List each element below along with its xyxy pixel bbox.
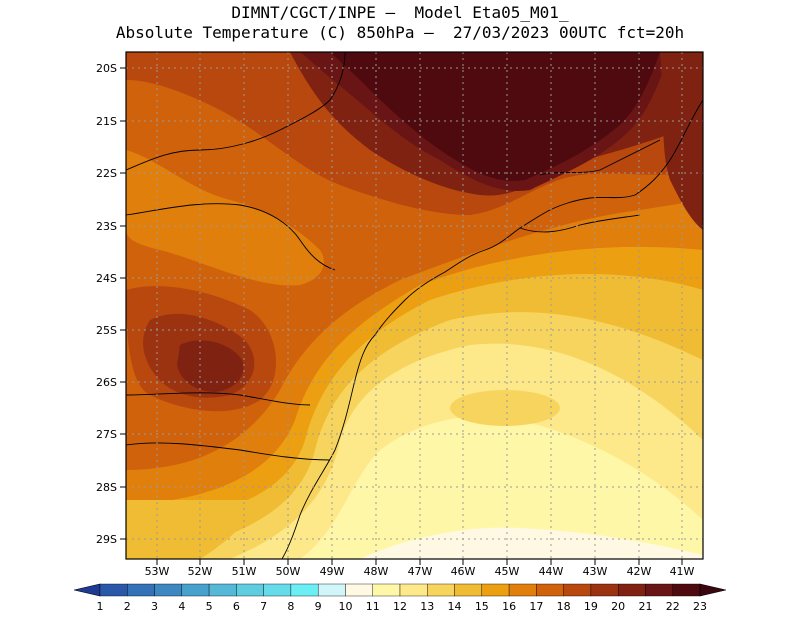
colorbar-swatch	[536, 583, 564, 597]
colorbar-swatch	[345, 583, 373, 597]
chart-title-line1: DIMNT/CGCT/INPE – Model Eta05_M01_	[231, 3, 569, 22]
colorbar-label: 13	[420, 600, 434, 613]
colorbar-swatch	[290, 583, 319, 597]
lat-label: 24S	[96, 272, 117, 285]
colorbar-swatch	[263, 583, 292, 597]
colorbar-swatch	[181, 583, 210, 597]
lat-label: 21S	[96, 115, 117, 128]
lon-label: 51W	[232, 565, 257, 578]
colorbar-swatch	[99, 583, 128, 597]
lon-label: 45W	[495, 565, 520, 578]
colorbar-label: 4	[178, 600, 185, 613]
colorbar-label: 18	[557, 600, 571, 613]
lat-label: 23S	[96, 220, 117, 233]
colorbar-swatch	[236, 583, 264, 597]
colorbar-swatch	[208, 583, 237, 597]
colorbar-swatch	[427, 583, 455, 597]
graticule	[126, 52, 703, 559]
chart-title-line2: Absolute Temperature (C) 850hPa – 27/03/…	[115, 23, 685, 42]
colorbar-swatch	[127, 583, 155, 597]
lat-label: 22S	[96, 167, 117, 180]
lon-label: 50W	[276, 565, 301, 578]
lat-label: 26S	[96, 376, 117, 389]
colorbar-swatch	[617, 583, 646, 597]
colorbar-swatch	[399, 583, 428, 597]
lon-label: 53W	[145, 565, 170, 578]
colorbar-label: 7	[260, 600, 267, 613]
lon-label: 48W	[364, 565, 389, 578]
lon-label: 44W	[539, 565, 564, 578]
colorbar-swatch	[481, 583, 510, 597]
colorbar-label: 16	[502, 600, 516, 613]
map-frame	[125, 51, 704, 560]
colorbar-label: 9	[315, 600, 322, 613]
colorbar-label: 6	[233, 600, 240, 613]
colorbar-swatch	[154, 583, 183, 597]
colorbar-swatch	[317, 583, 346, 597]
axis-ticks	[120, 67, 683, 565]
colorbar-arrow-high	[699, 583, 727, 597]
longitude-labels: 53W 52W 51W 50W 49W 48W 47W 46W 45W 44W …	[145, 565, 695, 578]
colorbar-label: 19	[584, 600, 598, 613]
lat-label: 28S	[96, 481, 117, 494]
lon-label: 42W	[627, 565, 652, 578]
lon-label: 52W	[188, 565, 213, 578]
lat-label: 27S	[96, 428, 117, 441]
lat-label: 29S	[96, 533, 117, 546]
lat-label: 20S	[96, 62, 117, 75]
colorbar-swatch	[590, 583, 619, 597]
colorbar-label: 11	[366, 600, 380, 613]
colorbar-swatch	[508, 583, 537, 597]
colorbar-label: 8	[287, 600, 294, 613]
colorbar-swatch	[454, 583, 483, 597]
lat-label: 25S	[96, 324, 117, 337]
colorbar-label: 1	[97, 600, 104, 613]
temperature-field	[126, 52, 703, 559]
colorbar-label: 17	[529, 600, 543, 613]
colorbar-arrow-low	[73, 583, 101, 597]
colorbar-swatch	[645, 583, 673, 597]
lon-label: 49W	[320, 565, 345, 578]
colorbar-label: 5	[206, 600, 213, 613]
colorbar-label: 22	[666, 600, 680, 613]
colorbar-label: 20	[611, 600, 625, 613]
lon-label: 41W	[670, 565, 695, 578]
colorbar-swatch	[672, 583, 701, 597]
latitude-labels: 20S 21S 22S 23S 24S 25S 26S 27S 28S 29S	[96, 62, 117, 546]
lon-label: 43W	[583, 565, 608, 578]
colorbar-label: 12	[393, 600, 407, 613]
colorbar-label: 3	[151, 600, 158, 613]
colorbar: 1 2 3 4 5 6 7 8 9 10 11 12 13 14 15 16 17 18 19 20 21 22 23	[73, 583, 727, 613]
colorbar-label: 21	[638, 600, 652, 613]
colorbar-label: 15	[475, 600, 489, 613]
colorbar-label: 23	[693, 600, 707, 613]
colorbar-label: 14	[448, 600, 462, 613]
lon-label: 46W	[451, 565, 476, 578]
colorbar-swatch	[563, 583, 592, 597]
colorbar-swatch	[372, 583, 401, 597]
lon-label: 47W	[408, 565, 433, 578]
colorbar-label: 2	[124, 600, 131, 613]
colorbar-label: 10	[338, 600, 352, 613]
